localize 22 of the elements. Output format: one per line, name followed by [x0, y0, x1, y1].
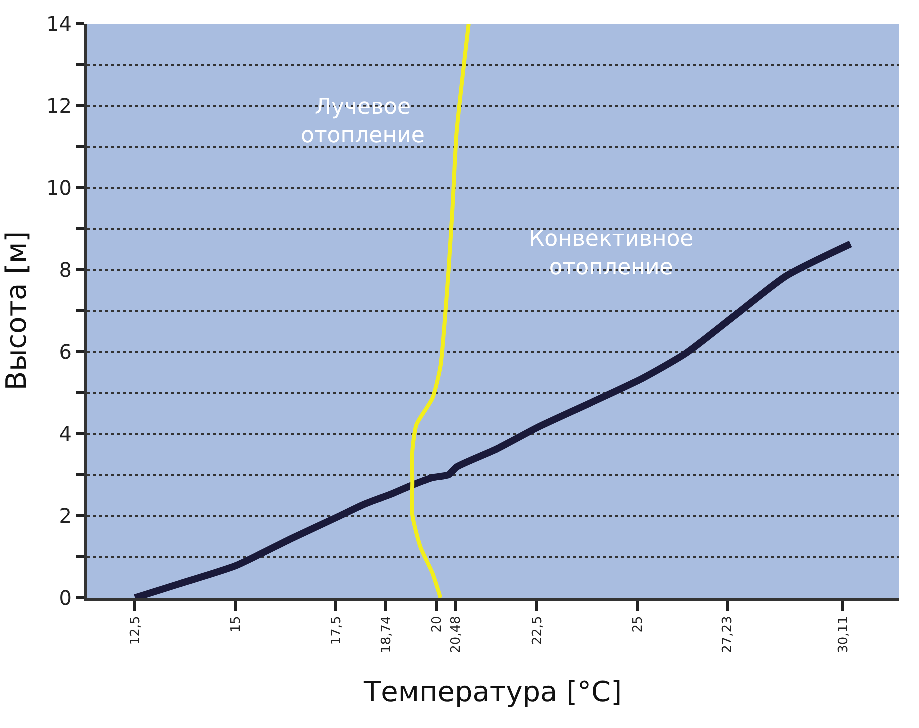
- y-tick-label: 8: [59, 258, 72, 282]
- x-tick-label: 15: [228, 616, 244, 633]
- x-tick-label: 22,5: [530, 616, 546, 646]
- x-tick-label: 25: [630, 616, 646, 633]
- y-tick-label: 2: [59, 504, 72, 528]
- x-axis-title: Температура [°C]: [362, 676, 622, 709]
- annotation: Конвективное отопление: [529, 227, 694, 281]
- y-tick-label: 4: [59, 422, 72, 446]
- x-tick-label: 20,48: [449, 616, 464, 654]
- annotation: Лучевое отопление: [301, 95, 425, 149]
- y-tick-label: 6: [59, 340, 72, 364]
- y-tick-label: 14: [46, 12, 72, 36]
- y-tick-label: 12: [46, 94, 72, 118]
- x-tick-label: 12,5: [128, 616, 144, 646]
- x-tick-label: 20: [430, 616, 445, 633]
- x-tick-label: 30,11: [836, 616, 852, 654]
- y-tick-label: 10: [46, 176, 72, 200]
- x-tick-label: 27,23: [720, 616, 736, 654]
- x-tick-label: 18,74: [379, 616, 394, 654]
- y-axis-title: Высота [м]: [0, 231, 33, 391]
- x-tick-label: 17,5: [329, 616, 344, 646]
- y-tick-label: 0: [59, 586, 72, 610]
